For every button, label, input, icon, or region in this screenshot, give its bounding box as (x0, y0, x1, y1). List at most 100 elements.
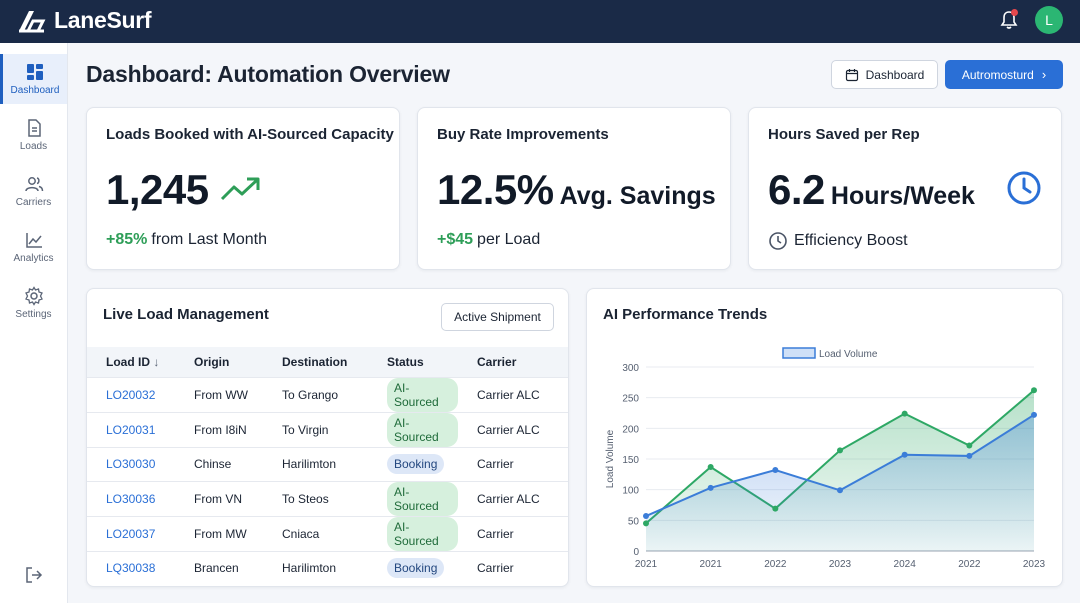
automation-button[interactable]: Autromosturd › (945, 60, 1063, 89)
carrier-cell: Carrier ALC (458, 480, 568, 516)
data-point (1031, 411, 1037, 418)
clock-icon (1007, 171, 1041, 205)
y-tick-label: 300 (622, 363, 639, 374)
data-point (837, 447, 843, 454)
y-tick-label: 50 (628, 516, 640, 527)
kpi-delta: Efficiency Boost (768, 231, 908, 251)
data-point (643, 513, 649, 520)
destination-cell: To Virgin (263, 411, 368, 447)
status-cell: AI-Sourced (368, 411, 458, 447)
ai-performance-trends-panel: AI Performance Trends 0 50 100 150 200 250 300… (586, 288, 1063, 587)
column-header-origin[interactable]: Origin (194, 354, 230, 369)
carrier-cell: Carrier (458, 446, 568, 481)
series-area (646, 414, 1034, 551)
data-point (643, 520, 649, 527)
origin-cell: Chinse (175, 446, 263, 481)
active-shipment-button[interactable]: Active Shipment (441, 303, 554, 331)
data-point (772, 467, 779, 474)
kpi-card-hours-saved: Hours Saved per Rep 6.2 Hours/Week Effici… (748, 107, 1062, 270)
y-axis-label: Load Volume (605, 429, 616, 488)
table-row[interactable]: LO30030 Chinse Harilimton Booking Carrier (87, 446, 568, 481)
kpi-title: Buy Rate Improvements (437, 126, 609, 143)
panel-title: Live Load Management (103, 306, 269, 323)
status-badge: AI-Sourced (387, 481, 458, 516)
sidebar-item-carriers[interactable]: Carriers (0, 166, 67, 216)
origin-cell: From WW (175, 376, 263, 412)
x-tick-label: 2022 (958, 559, 981, 570)
lanesurf-logo-icon (19, 10, 46, 32)
sort-arrow-down-icon: ↓ (153, 354, 160, 369)
table-row[interactable]: LO20031 From I8iN To Virgin AI-Sourced Carri… (87, 411, 568, 447)
column-header-destination[interactable]: Destination (282, 354, 348, 369)
kpi-delta-value: +$45 (437, 231, 474, 248)
kpi-value: 6.2 (768, 166, 825, 213)
column-header-carrier[interactable]: Carrier (477, 354, 517, 369)
kpi-delta-text: Efficiency Boost (794, 232, 908, 249)
user-avatar[interactable]: L (1035, 6, 1063, 34)
data-point (707, 463, 714, 470)
table-row[interactable]: LQ30038 Brancen Harilimton Booking Carrier (87, 550, 568, 585)
y-tick-label: 250 (622, 394, 639, 405)
status-badge: AI-Sourced (387, 516, 458, 551)
table-row[interactable]: LO30036 From VN To Steos AI-Sourced Carrier … (87, 480, 568, 516)
destination-cell: Harilimton (263, 446, 368, 481)
y-tick-label: 0 (633, 547, 639, 558)
origin-cell: From I8iN (175, 411, 263, 447)
x-tick-label: 2022 (764, 559, 787, 570)
carrier-cell: Carrier ALC (458, 376, 568, 412)
dashboard-button[interactable]: Dashboard (831, 60, 938, 89)
load-id-link[interactable]: LO20037 (87, 515, 175, 551)
sidebar-item-dashboard[interactable]: Dashboard (0, 54, 67, 104)
page-title: Dashboard: Automation Overview (86, 61, 450, 87)
dashboard-icon (27, 64, 43, 80)
chart-title: AI Performance Trends (603, 306, 768, 323)
kpi-value: 1,245 (106, 166, 209, 213)
origin-cell: From MW (175, 515, 263, 551)
document-icon (27, 119, 41, 137)
kpi-card-buy-rate: Buy Rate Improvements 12.5% Avg. Savings … (417, 107, 731, 270)
carrier-cell: Carrier (458, 550, 568, 585)
sidebar-item-analytics[interactable]: Analytics (0, 222, 67, 272)
logo[interactable]: LaneSurf (16, 7, 152, 34)
table-header-row: Load ID ↓ Origin Destination Status Carr… (87, 347, 568, 377)
column-header-status[interactable]: Status (387, 354, 424, 369)
trend-up-icon (220, 177, 260, 201)
clock-icon (769, 232, 787, 250)
destination-cell: Cniaca (263, 515, 368, 551)
load-id-link[interactable]: LO30036 (87, 480, 175, 516)
destination-cell: Harilimton (263, 550, 368, 585)
origin-cell: Brancen (175, 550, 263, 585)
kpi-title: Hours Saved per Rep (768, 126, 920, 143)
load-id-link[interactable]: LO30030 (87, 446, 175, 481)
sidebar-item-loads[interactable]: Loads (0, 110, 67, 160)
y-tick-label: 150 (622, 455, 639, 466)
data-point (966, 442, 973, 449)
load-id-link[interactable]: LQ30038 (87, 550, 175, 585)
notification-badge (1011, 9, 1018, 16)
kpi-value-line: 12.5% Avg. Savings (437, 166, 716, 214)
sidebar: Dashboard Loads Carriers Analytics Setti… (0, 43, 68, 603)
column-header-load-id[interactable]: Load ID ↓ (106, 354, 160, 369)
loads-table-body: LO20032 From WW To Grango AI-Sourced Carrier… (87, 376, 568, 585)
sidebar-item-label: Carriers (15, 197, 52, 208)
kpi-delta-value: +85% (106, 231, 148, 248)
destination-cell: To Grango (263, 376, 368, 412)
logout-icon[interactable] (24, 565, 44, 585)
table-row[interactable]: LO20037 From MW Cniaca AI-Sourced Carrier (87, 515, 568, 551)
live-load-management-panel: Live Load Management Active Shipment Loa… (86, 288, 569, 587)
table-row[interactable]: LO20032 From WW To Grango AI-Sourced Carrier… (87, 376, 568, 412)
load-id-link[interactable]: LO20031 (87, 411, 175, 447)
dashboard-button-label: Dashboard (865, 67, 925, 82)
sidebar-item-label: Dashboard (10, 85, 60, 96)
carrier-cell: Carrier ALC (458, 411, 568, 447)
status-cell: AI-Sourced (368, 480, 458, 516)
kpi-value-line: 6.2 Hours/Week (768, 166, 975, 214)
status-cell: AI-Sourced (368, 376, 458, 412)
sidebar-item-settings[interactable]: Settings (0, 278, 67, 328)
load-id-link[interactable]: LO20032 (87, 376, 175, 412)
x-tick-label: 2021 (635, 559, 658, 570)
kpi-unit: Hours/Week (830, 182, 975, 210)
data-point (707, 484, 714, 491)
y-tick-label: 200 (622, 424, 639, 435)
kpi-title: Loads Booked with AI-Sourced Capacity (106, 126, 394, 143)
